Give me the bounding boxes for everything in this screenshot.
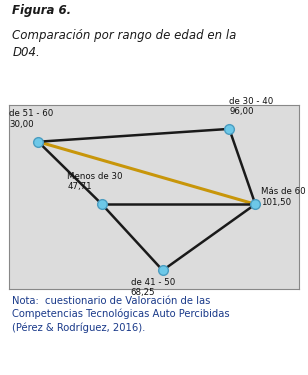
Text: Comparación por rango de edad en la
D04.: Comparación por rango de edad en la D04. xyxy=(12,29,237,59)
Text: de 41 - 50
68,25: de 41 - 50 68,25 xyxy=(131,278,175,297)
Text: Más de 60
101,50: Más de 60 101,50 xyxy=(261,187,306,207)
Text: de 51 - 60
30,00: de 51 - 60 30,00 xyxy=(9,110,54,129)
Text: Menos de 30
47,71: Menos de 30 47,71 xyxy=(67,172,123,191)
Text: Nota:  cuestionario de Valoración de las
Competencias Tecnológicas Auto Percibid: Nota: cuestionario de Valoración de las … xyxy=(12,296,230,333)
Text: Figura 6.: Figura 6. xyxy=(12,4,71,17)
Text: de 30 - 40
96,00: de 30 - 40 96,00 xyxy=(229,97,274,116)
